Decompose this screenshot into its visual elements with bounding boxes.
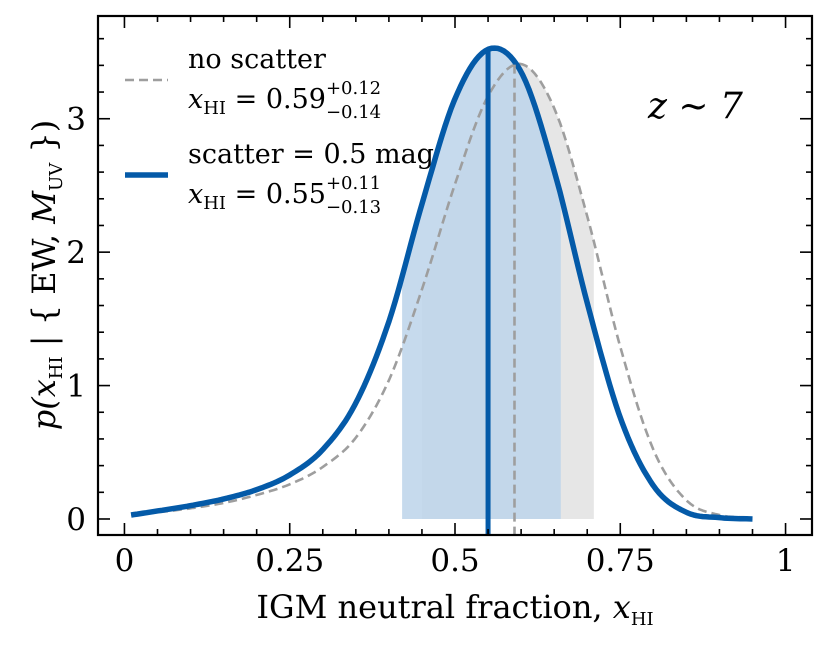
posterior-curve-scatter: [130, 45, 753, 522]
interval-fill-scatter: [402, 48, 561, 519]
posterior-curve-no-scatter: [130, 62, 753, 519]
legend: no scatter xHI = 0.59+0.12 −0.14 scatter …: [125, 44, 434, 218]
median-lines: [485, 49, 516, 535]
legend-stat-scatter: xHI = 0.55+0.11 −0.13: [188, 173, 381, 218]
y-tick-label: 0: [66, 502, 86, 538]
legend-label-no-scatter: no scatter: [188, 44, 326, 75]
y-axis-title: p(xHI | { EW, MUV }): [25, 120, 67, 430]
x-tick-label: 0: [115, 543, 135, 579]
tick-labels: 0 0.25 0.5 0.75 1 0 1 2 3: [66, 102, 795, 579]
x-tick-label: 0.25: [255, 543, 324, 579]
posterior-curves: [130, 45, 753, 522]
credible-interval-fills: [402, 48, 594, 519]
y-tick-label: 1: [66, 369, 86, 405]
legend-label-scatter: scatter = 0.5 mag: [188, 139, 434, 170]
x-tick-label: 0.75: [586, 543, 655, 579]
y-tick-label: 3: [66, 102, 86, 138]
y-tick-label: 2: [66, 235, 86, 271]
redshift-annotation: z ~ 7: [647, 86, 743, 127]
x-axis-title: IGM neutral fraction, xHI: [256, 588, 653, 630]
x-tick-label: 1: [776, 543, 796, 579]
x-tick-label: 0.5: [430, 543, 479, 579]
legend-stat-no-scatter: xHI = 0.59+0.12 −0.14: [188, 78, 381, 123]
axis-ticks: [98, 16, 812, 535]
